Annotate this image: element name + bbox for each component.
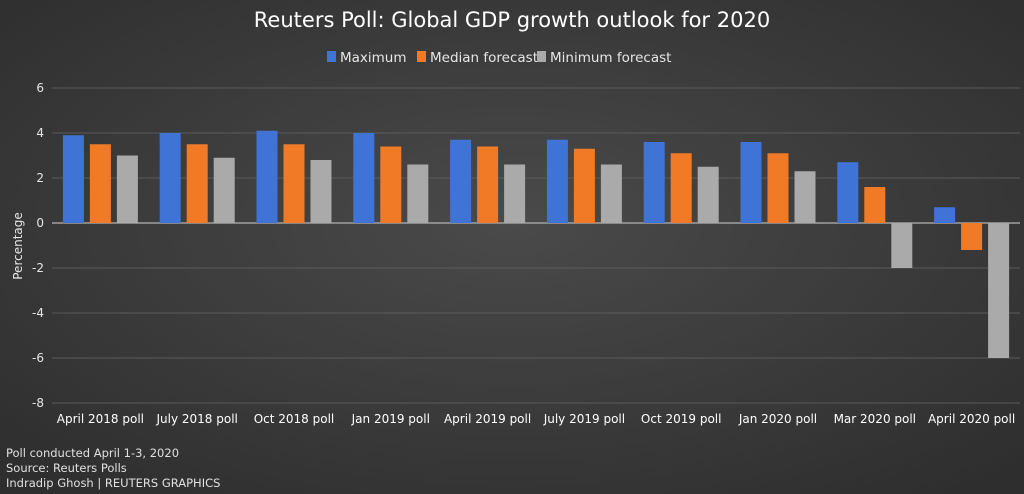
x-category-label: Jan 2019 poll xyxy=(351,412,430,426)
bar-minimum-forecast xyxy=(116,155,138,223)
bar-minimum-forecast xyxy=(504,164,526,223)
bar-median-forecast xyxy=(477,146,499,223)
bar-median-forecast xyxy=(186,144,208,223)
bar-minimum-forecast xyxy=(600,164,622,223)
bar-maximum xyxy=(643,142,665,223)
x-category-label: Oct 2019 poll xyxy=(641,412,722,426)
x-category-label: Jan 2020 poll xyxy=(738,412,817,426)
bar-median-forecast xyxy=(864,187,886,223)
legend: Maximum Median forecast Minimum forecast xyxy=(327,50,671,66)
bar-median-forecast xyxy=(961,223,983,250)
legend-label: Minimum forecast xyxy=(550,50,671,66)
bar-median-forecast xyxy=(573,148,595,223)
x-category-label: April 2018 poll xyxy=(57,412,144,426)
footer-note: Poll conducted April 1-3, 2020 xyxy=(6,446,180,460)
bar-median-forecast xyxy=(380,146,402,223)
bar-median-forecast xyxy=(283,144,305,223)
y-tick-label: -2 xyxy=(32,261,44,275)
bar-median-forecast xyxy=(767,153,789,223)
bar-maximum xyxy=(934,207,956,223)
footer-credit: Indradip Ghosh | REUTERS GRAPHICS xyxy=(6,476,221,490)
bar-maximum xyxy=(159,133,181,223)
bar-minimum-forecast xyxy=(310,160,332,223)
bar-maximum xyxy=(837,162,859,223)
bar-minimum-forecast xyxy=(988,223,1010,358)
chart-title: Reuters Poll: Global GDP growth outlook … xyxy=(254,8,770,32)
legend-swatch xyxy=(327,51,336,62)
bar-maximum xyxy=(740,142,762,223)
bar-minimum-forecast xyxy=(891,223,913,268)
y-tick-label: -4 xyxy=(32,306,44,320)
legend-swatch xyxy=(537,51,546,62)
legend-label: Maximum xyxy=(340,50,407,66)
x-category-label: April 2019 poll xyxy=(444,412,531,426)
bar-minimum-forecast xyxy=(213,157,235,223)
bar-median-forecast xyxy=(89,144,111,223)
bar-maximum xyxy=(353,133,375,223)
bar-median-forecast xyxy=(670,153,692,223)
x-category-label: July 2018 poll xyxy=(156,412,238,426)
x-category-label: Mar 2020 poll xyxy=(834,412,916,426)
x-category-label: April 2020 poll xyxy=(928,412,1015,426)
y-tick-label: 6 xyxy=(36,81,44,95)
bar-maximum xyxy=(546,139,568,223)
y-tick-label: 0 xyxy=(36,216,44,230)
legend-swatch xyxy=(417,51,426,62)
bar-maximum xyxy=(62,135,84,223)
bar-minimum-forecast xyxy=(794,171,816,223)
x-category-label: Oct 2018 poll xyxy=(254,412,335,426)
x-category-label: July 2019 poll xyxy=(543,412,625,426)
legend-label: Median forecast xyxy=(430,50,538,66)
bar-maximum xyxy=(450,139,472,223)
y-tick-label: 4 xyxy=(36,126,44,140)
y-axis-label: Percentage xyxy=(11,212,25,280)
y-tick-label: -8 xyxy=(32,396,44,410)
bar-maximum xyxy=(256,130,278,223)
y-tick-label: -6 xyxy=(32,351,44,365)
bar-minimum-forecast xyxy=(697,166,719,223)
y-tick-label: 2 xyxy=(36,171,44,185)
footer-source: Source: Reuters Polls xyxy=(6,461,127,475)
bar-minimum-forecast xyxy=(407,164,429,223)
